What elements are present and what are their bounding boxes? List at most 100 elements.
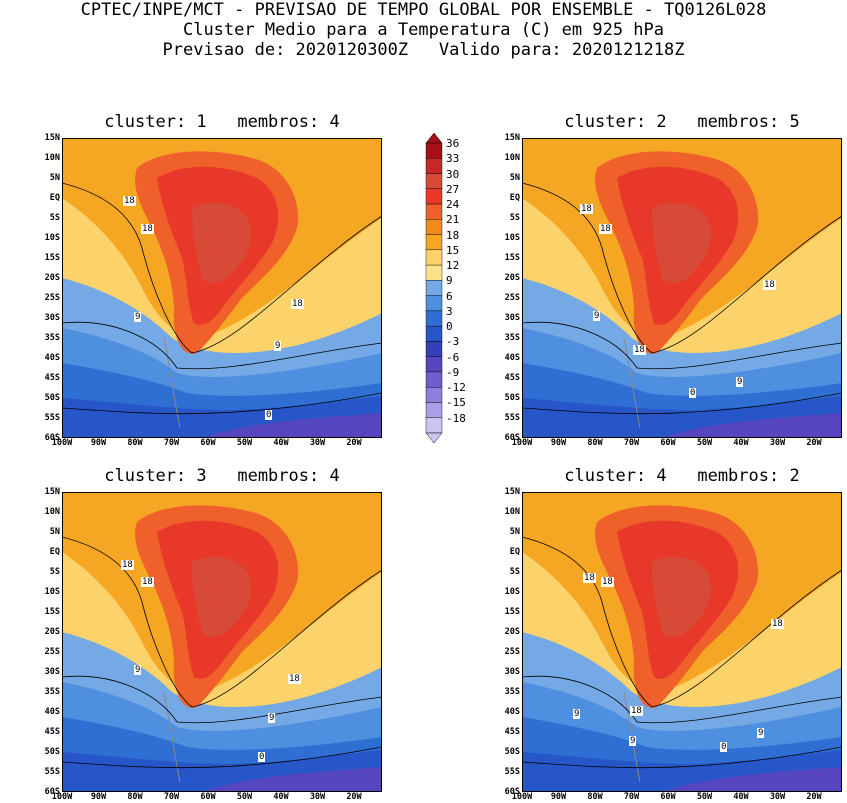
lon-label: 80W	[127, 792, 143, 802]
contour-line-18	[62, 536, 382, 708]
colorbar-swatch	[425, 356, 443, 373]
lon-label: 80W	[587, 792, 603, 802]
colorbar-label: 3	[446, 304, 453, 318]
lat-label: 45S	[504, 727, 520, 737]
contour-line-18	[62, 182, 382, 354]
lat-label: 40S	[504, 707, 520, 717]
lon-label: 50W	[236, 438, 253, 448]
lon-label: 20W	[346, 792, 362, 802]
contour-line-0	[522, 746, 842, 769]
lat-label: 15N	[504, 133, 520, 143]
coastline	[163, 337, 181, 429]
contour-label: 9	[629, 736, 637, 746]
contour-label: 18	[763, 280, 776, 290]
lon-label: 20W	[346, 438, 362, 448]
colorbar-label: 30	[446, 167, 460, 181]
lat-label: 5N	[49, 527, 60, 537]
colorbar-swatch	[425, 219, 443, 235]
contour-label: 18	[291, 299, 304, 309]
contour-label: 18	[580, 204, 593, 214]
lat-label: 10N	[44, 507, 60, 517]
lon-label: 40W	[733, 792, 749, 802]
lat-label: 40S	[44, 707, 60, 717]
lat-label: 10S	[44, 233, 60, 243]
contour-label: 9	[757, 728, 765, 738]
contour-label: 18	[288, 674, 301, 684]
header-line-3: Previsao de: 2020120300Z Valido para: 20…	[162, 40, 685, 60]
temperature-band-6	[202, 413, 382, 438]
contour-label: 18	[599, 224, 612, 234]
colorbar-swatch	[425, 341, 443, 357]
lon-label: 30W	[309, 438, 326, 448]
lat-label: 30S	[44, 667, 60, 677]
coastline	[623, 337, 641, 429]
colorbar-label: -9	[446, 365, 460, 379]
colorbar-label: -12	[446, 381, 466, 395]
colorbar	[425, 133, 443, 443]
lat-label: 25S	[44, 647, 60, 657]
lon-label: 100W	[511, 792, 533, 802]
lat-label: 15N	[44, 487, 60, 497]
colorbar-swatch	[425, 142, 443, 159]
lat-label: 10N	[44, 153, 60, 163]
contour-label: 9	[134, 312, 142, 322]
lon-label: 50W	[236, 792, 253, 802]
lat-label: 5N	[509, 527, 520, 537]
contour-label: 9	[134, 665, 142, 675]
lon-label: 100W	[511, 438, 533, 448]
lat-label: 45S	[504, 373, 520, 383]
colorbar-label: 18	[446, 228, 460, 242]
lat-label: 45S	[44, 727, 60, 737]
contour-label: 18	[141, 577, 154, 587]
lat-label: 15S	[504, 607, 520, 617]
panel-frame	[522, 492, 842, 792]
lon-label: 60W	[660, 438, 676, 448]
lat-label: 20S	[44, 627, 60, 637]
contour-line-0	[62, 392, 382, 415]
lat-label: 10N	[504, 507, 520, 517]
lat-label: 35S	[44, 687, 60, 697]
lat-label: 15S	[44, 607, 60, 617]
colorbar-label: -3	[446, 335, 460, 349]
lat-label: 5S	[509, 567, 520, 577]
colorbar-swatch	[425, 188, 443, 205]
contour-label: 18	[121, 560, 134, 570]
colorbar-label: -18	[446, 411, 466, 425]
contour-line-9	[62, 675, 382, 724]
contour-label: 18	[771, 619, 784, 629]
lat-label: 25S	[504, 647, 520, 657]
lat-label: 15N	[44, 133, 60, 143]
panel-1-title: cluster: 1 membros: 4	[104, 112, 340, 132]
lon-label: 60W	[660, 792, 676, 802]
lon-label: 90W	[550, 792, 567, 802]
lon-label: 60W	[200, 438, 216, 448]
lat-label: 10N	[504, 153, 520, 163]
panel-4-title: cluster: 4 membros: 2	[564, 466, 800, 486]
contour-line-9	[522, 321, 842, 370]
temperature-band-9	[192, 202, 252, 284]
temperature-band-9	[192, 556, 252, 638]
contour-label: 9	[593, 311, 601, 321]
lat-label: 15S	[44, 253, 60, 263]
lat-label: 55S	[44, 767, 60, 777]
colorbar-label: 15	[446, 243, 460, 257]
panel-frame	[522, 138, 842, 438]
lon-label: 70W	[163, 438, 180, 448]
colorbar-label: 6	[446, 289, 453, 303]
colorbar-label: 27	[446, 182, 460, 196]
lat-label: 30S	[44, 313, 60, 323]
lat-label: 5N	[509, 173, 520, 183]
contour-label: 0	[265, 410, 273, 420]
temperature-band-6	[202, 767, 382, 792]
lat-label: 40S	[44, 353, 60, 363]
contour-label: 0	[258, 752, 266, 762]
lon-label: 100W	[51, 438, 73, 448]
lon-label: 40W	[273, 792, 289, 802]
contour-line-0	[522, 392, 842, 415]
lat-label: 55S	[504, 767, 520, 777]
panel-frame	[62, 138, 382, 438]
colorbar-swatch	[425, 310, 443, 327]
contour-label: 9	[736, 377, 744, 387]
contour-label: 0	[689, 388, 697, 398]
temperature-band-6	[662, 413, 842, 438]
